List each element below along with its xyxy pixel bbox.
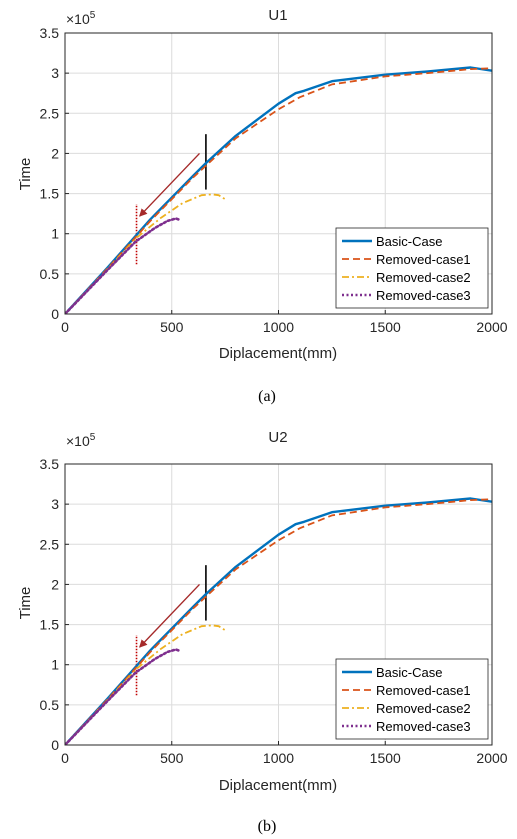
y-tick-label: 0	[51, 306, 59, 322]
legend-entry-label: Basic-Case	[376, 234, 442, 249]
y-tick-label: 3	[51, 65, 59, 81]
chart-title: U2	[268, 429, 287, 446]
y-tick-label: 1.5	[40, 186, 60, 202]
legend-entry-label: Basic-Case	[376, 665, 442, 680]
arrow-annotation	[139, 152, 201, 217]
legend-entry-label: Removed-case3	[376, 288, 471, 303]
x-tick-label: 1500	[370, 750, 401, 766]
series-line-removed-case1	[65, 67, 492, 314]
chart-panel-u1: U1 Time Diplacement(mm) ×105 (a) 0 500 100…	[17, 7, 508, 405]
x-tick-label: 0	[61, 319, 69, 335]
y-tick-label: 2.5	[40, 536, 60, 552]
y-axis-label: Time	[17, 158, 34, 191]
y-tick-label: 2	[51, 145, 59, 161]
x-axis-label: Diplacement(mm)	[219, 345, 337, 362]
legend-entry-label: Removed-case2	[376, 270, 471, 285]
series-line-basic-case	[65, 497, 492, 745]
axes-frame	[64, 32, 493, 315]
y-tick-label: 2	[51, 576, 59, 592]
y-exponent: ×105	[66, 10, 96, 27]
chart-title: U1	[268, 7, 287, 24]
x-tick-label: 500	[160, 750, 184, 766]
y-tick-label: 0	[51, 737, 59, 753]
legend-entry-label: Removed-case3	[376, 719, 471, 734]
series-line-removed-case1	[65, 498, 492, 745]
y-tick-label: 1.5	[40, 617, 60, 633]
y-tick-label: 0.5	[40, 697, 60, 713]
legend: Basic-Case Removed-case1 Removed-case2 Remo…	[335, 658, 489, 740]
x-tick-label: 1000	[263, 750, 294, 766]
legend-entry-label: Removed-case1	[376, 252, 471, 267]
panel-caption: (b)	[258, 818, 277, 835]
series-group	[65, 497, 492, 745]
y-tick-label: 1	[51, 657, 59, 673]
x-axis-label: Diplacement(mm)	[219, 777, 337, 794]
x-tick-label: 500	[160, 319, 184, 335]
y-tick-label: 3	[51, 496, 59, 512]
x-tick-label: 1000	[263, 319, 294, 335]
axes-frame	[64, 463, 493, 746]
x-tick-label: 2000	[476, 319, 507, 335]
y-exponent: ×105	[66, 432, 96, 449]
y-axis-label: Time	[17, 587, 34, 620]
y-tick-label: 1	[51, 226, 59, 242]
y-tick-label: 0.5	[40, 266, 60, 282]
series-line-removed-case3	[65, 217, 182, 314]
panel-caption: (a)	[258, 388, 276, 405]
series-group	[65, 66, 492, 314]
x-tick-label: 0	[61, 750, 69, 766]
chart-panel-u2: U2 Time Diplacement(mm) ×105 (b) 0 500 100…	[17, 429, 508, 835]
y-tick-label: 2.5	[40, 105, 60, 121]
x-tick-label: 1500	[370, 319, 401, 335]
legend-entry-label: Removed-case1	[376, 683, 471, 698]
arrow-annotation	[139, 583, 201, 648]
y-tick-label: 3.5	[40, 25, 60, 41]
legend: Basic-Case Removed-case1 Removed-case2 Remo…	[335, 227, 489, 309]
series-line-removed-case3	[65, 648, 182, 745]
y-tick-label: 3.5	[40, 456, 60, 472]
series-line-basic-case	[65, 66, 492, 314]
x-tick-label: 2000	[476, 750, 507, 766]
legend-entry-label: Removed-case2	[376, 701, 471, 716]
